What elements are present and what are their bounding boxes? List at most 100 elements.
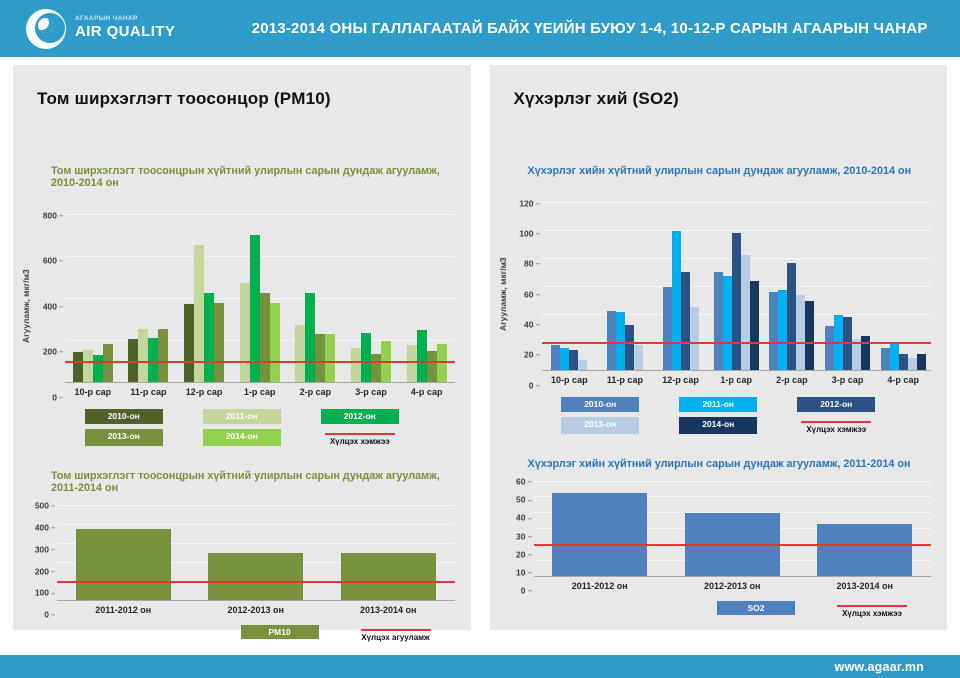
threshold-swatch [801,420,872,423]
y-tick-label: 50 [516,494,533,505]
legend-item-2014-он: 2014-он [679,416,758,434]
bar-2013-он [740,254,750,371]
bar-2011-он [722,275,732,371]
bar-2011-он [138,329,149,383]
bar-group [322,506,455,601]
bar-2014-он [805,301,815,371]
bar-PM10 [208,553,304,601]
threshold-label: Хүлцэх хэмжээ [329,436,390,446]
bar-PM10 [340,553,436,601]
legend-item-2011-он: 2011-он [679,397,758,412]
x-tick-label: 11-р сар [130,387,167,397]
bar-group [176,215,232,383]
bar-2011-он [295,325,306,383]
threshold-line [541,342,931,345]
bar-group [399,215,455,383]
x-tick-label: 2013-2014 он [360,604,417,615]
bar-2012-он [787,263,797,371]
gridline [541,202,931,203]
x-axis-labels: 2011-2012 он 2012-2013 он 2013-2014 он [534,581,932,591]
y-tick-label: 60 [516,476,533,487]
so2-panel: Хүхэрлэг хий (SO2) Хүхэрлэг хийн хүйтний… [489,65,947,630]
legend-item-2012-он: 2012-он [320,409,399,424]
bar-group [190,506,323,601]
gridline [57,504,455,506]
y-tick-label: 400 [42,300,64,311]
chart-title: Том ширхэглэгт тоосонцрын хүйтний улирлы… [51,469,440,494]
x-tick-label: 2011-2012 он [95,604,152,615]
pm10-seasonal-chart: Том ширхэглэгт тоосонцрын хүйтний улирлы… [21,470,463,642]
y-tick-label: 800 [42,209,64,220]
bar-2012-он [680,271,690,371]
bar-group [232,215,288,383]
air-quality-logo: АГААРЫН ЧАНАР AIR QUALITY [26,8,175,49]
plot-area [65,214,455,383]
legend-item-SO2: SO2 [717,600,795,616]
legend-item-threshold: Хүлцэх хэмжээ [829,601,915,618]
y-axis-ticks: 0 10 20 30 40 50 60 [504,477,534,594]
gridline [57,542,455,544]
chart-legend: PM10 Хүлцэх агууламж [21,624,439,642]
bar-2011-он [671,231,681,371]
y-tick-label: 0 [528,379,539,390]
bar-2012-он [92,354,103,383]
bar-2013-он [907,358,917,371]
gridline [533,512,931,514]
legend-item-threshold: Хүлцэх хэмжээ [793,417,879,434]
bar-2012-он [624,324,634,371]
bar-2014-он [269,303,280,383]
x-tick-label: 4-р сар [410,387,443,397]
bar-2010-он [825,325,835,371]
x-tick-label: 3-р сар [355,387,387,397]
legend-item-2011-он: 2011-он [202,409,281,424]
plot-area [533,480,932,577]
bar-group [542,203,598,371]
bar-groups [534,482,932,577]
bar-2013-он [689,306,699,371]
gridline [533,480,931,482]
bar-group [343,215,399,383]
bar-2013-он [852,338,862,371]
bar-2012-он [843,317,853,371]
bar-group [288,215,344,383]
gridline [533,496,931,498]
legend-item-threshold: Хүлцэх агууламж [353,625,439,642]
bar-2012-он [898,353,908,371]
bar-2010-он [551,345,561,371]
content-area: Том ширхэглэгт тоосонцор (PM10) Том ширх… [0,57,960,642]
bar-2012-он [249,234,260,383]
bar-2011-он [615,312,625,371]
x-axis-labels: 2011-2012 он 2012-2013 он 2013-2014 он [57,605,455,615]
y-tick-label: 300 [34,543,56,554]
bar-2013-он [158,329,169,383]
bar-2010-он [606,310,616,371]
chart-legend: 2010-он 2011-он 2012-он 2013-он 2014-он Хүлцэ… [498,397,940,434]
gridline [65,214,455,215]
bar-2014-он [749,280,759,371]
bar-2014-он [916,353,926,371]
app-header: АГААРЫН ЧАНАР AIR QUALITY 2013-2014 ОНЫ … [0,0,960,57]
x-tick-label: 2011-2012 он [571,580,628,591]
bar-group [653,203,709,371]
chart-body: Агууламж, мкг/м3 0 200 400 600 800 10-р сар 1… [21,211,463,401]
plot-area [57,504,455,601]
x-axis-line [533,575,931,577]
bar-group [57,506,190,601]
air-quality-logo-icon [26,8,66,49]
legend-item-2010-он: 2010-он [561,397,640,412]
chart-legend: 2010-он 2011-он 2012-он 2013-он 2014-он Хүлцэ… [21,409,463,446]
bar-2010-он [880,347,890,371]
legend-item-2010-он: 2010-он [84,409,163,424]
chart-body: Агууламж, мкг/м3 0 20 40 60 80 100 120 10-р са… [498,199,940,389]
bar-2011-он [194,245,205,383]
legend-item-PM10: PM10 [240,624,319,640]
bar-group [875,203,931,371]
y-tick-label: 500 [34,500,56,511]
bar-2013-он [633,345,643,371]
x-tick-label: 12-р сар [185,387,223,397]
y-tick-label: 200 [42,346,64,357]
bar-2010-он [128,338,139,383]
x-tick-label: 10-р сар [551,375,588,385]
x-axis-line [57,599,455,601]
bar-2013-он [371,353,382,383]
